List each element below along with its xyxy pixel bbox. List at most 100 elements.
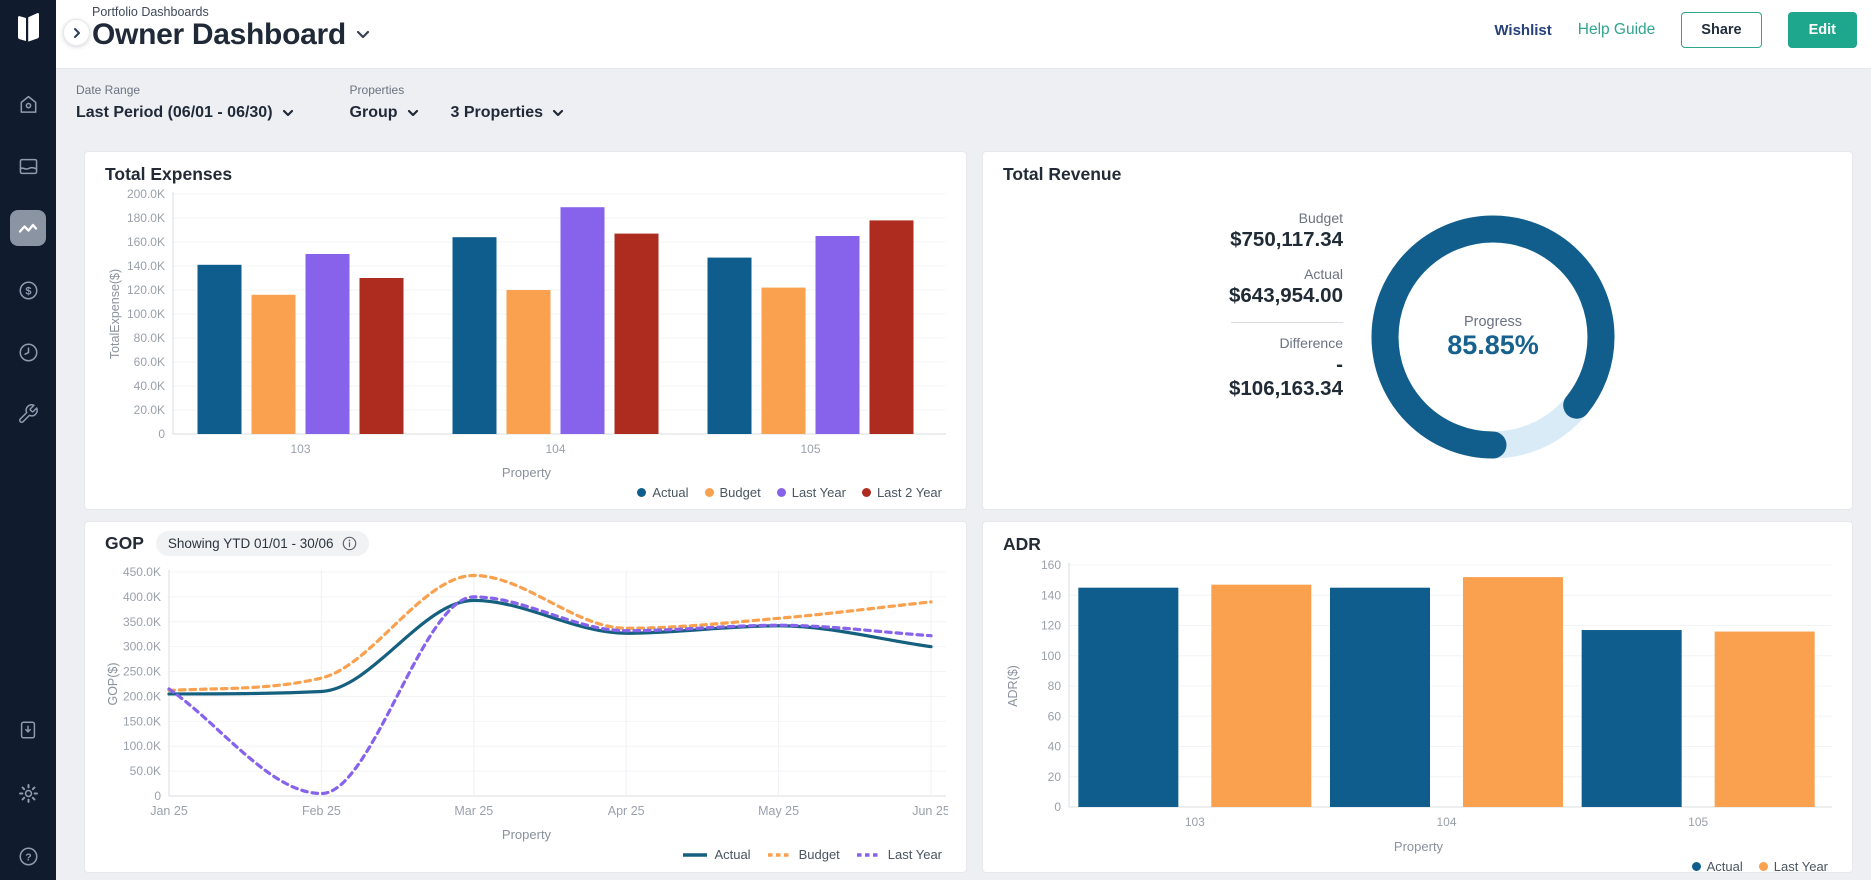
properties-label: Properties xyxy=(349,83,405,97)
bar xyxy=(452,237,497,434)
help-guide-link[interactable]: Help Guide xyxy=(1577,21,1656,38)
sidebar-item-dashboard[interactable] xyxy=(10,148,46,184)
bar xyxy=(869,220,914,434)
y-tick-label: 180.0K xyxy=(127,211,165,225)
y-tick-label: 60 xyxy=(1048,709,1062,723)
date-range-dropdown[interactable]: Last Period (06/01 - 06/30) xyxy=(76,104,294,122)
x-tick-label: 105 xyxy=(1688,815,1708,829)
x-tick-label: Feb 25 xyxy=(302,804,341,818)
legend-item[interactable]: Actual xyxy=(682,847,751,862)
gop-date-badge: Showing YTD 01/01 - 30/06 xyxy=(155,531,369,556)
budget-value: $750,117.34 xyxy=(1230,228,1343,251)
total-expenses-panel: Total Expenses 0 20.0K 40.0K 60.0K 80.0K 100.… xyxy=(84,151,967,510)
sidebar-item-import[interactable] xyxy=(10,712,46,748)
group-dropdown[interactable]: Group xyxy=(350,104,419,122)
sidebar-item-finance[interactable]: $ xyxy=(10,272,46,308)
question-circle-icon: ? xyxy=(17,845,40,868)
trend-line-icon xyxy=(16,216,40,240)
total-revenue-panel: Total Revenue Budget $750,117.34 Actual … xyxy=(982,151,1853,510)
y-tick-label: 250.0K xyxy=(123,665,161,679)
legend-item[interactable]: Last Year xyxy=(856,847,942,862)
legend-line-marker xyxy=(767,852,792,857)
y-tick-label: 0 xyxy=(1054,800,1061,814)
sidebar: $ xyxy=(0,0,56,880)
app-logo-icon[interactable] xyxy=(11,10,45,51)
legend-item[interactable]: Actual xyxy=(1691,859,1743,874)
y-tick-label: 120 xyxy=(1041,619,1061,633)
y-tick-label: 40 xyxy=(1048,740,1062,754)
sidebar-item-analytics[interactable] xyxy=(10,210,46,246)
total-expenses-title: Total Expenses xyxy=(105,164,233,184)
legend-line-marker xyxy=(683,852,708,857)
y-tick-label: 450.0K xyxy=(123,565,161,579)
bar xyxy=(560,207,605,434)
title-dropdown-chevron-icon[interactable] xyxy=(356,26,370,44)
gop-badge-text: Showing YTD 01/01 - 30/06 xyxy=(167,536,334,551)
y-tick-label: 40.0K xyxy=(134,379,165,393)
legend-label: Actual xyxy=(714,847,751,862)
y-tick-label: 140.0K xyxy=(127,259,165,273)
legend-dot-marker xyxy=(1691,862,1701,871)
info-icon[interactable] xyxy=(342,536,357,551)
sidebar-item-home[interactable] xyxy=(10,86,46,122)
page-header: Portfolio Dashboards Owner Dashboard Wis… xyxy=(56,0,1871,69)
legend-item[interactable]: Budget xyxy=(704,485,761,500)
legend-label: Last Year xyxy=(791,485,846,500)
line-series xyxy=(167,595,933,796)
y-tick-label: 120.0K xyxy=(127,283,165,297)
adr-chart: 0 20 40 60 80 100 120 140 160 ADR($) 103 104 105 xyxy=(1006,558,1832,829)
legend-label: Actual xyxy=(1706,859,1743,874)
legend-item[interactable]: Last 2 Year xyxy=(861,485,942,500)
legend-item[interactable]: Actual xyxy=(637,485,689,500)
gop-xaxis-label: Property xyxy=(501,827,552,842)
legend-label: Budget xyxy=(798,847,840,862)
x-tick-label: Mar 25 xyxy=(454,804,493,818)
y-tick-label: 200.0K xyxy=(127,188,165,201)
gear-icon xyxy=(17,782,40,805)
properties-count-dropdown[interactable]: 3 Properties xyxy=(451,104,564,122)
wrench-icon xyxy=(17,403,39,425)
y-axis-label: ADR($) xyxy=(1006,665,1020,707)
sidebar-item-settings[interactable] xyxy=(10,775,46,811)
bar xyxy=(1211,584,1312,807)
y-tick-label: 200.0K xyxy=(123,689,161,703)
gop-chart: 0 50.0K 100.0K 150.0K 200.0K 250.0K 300.0K 350.… xyxy=(106,565,950,818)
donut-progress-arc xyxy=(1371,215,1615,459)
sidebar-item-history[interactable] xyxy=(10,334,46,370)
wishlist-link[interactable]: Wishlist xyxy=(1494,21,1552,39)
main-content: Date Range Last Period (06/01 - 06/30) P… xyxy=(56,69,1871,880)
legend-label: Actual xyxy=(652,485,689,500)
edit-button[interactable]: Edit xyxy=(1787,12,1857,48)
bar xyxy=(1078,587,1179,807)
x-tick-label: 105 xyxy=(800,442,820,456)
adr-legend[interactable]: Actual Last Year xyxy=(1003,855,1834,874)
legend-dot-marker xyxy=(637,488,647,497)
legend-item[interactable]: Last Year xyxy=(1758,859,1828,874)
legend-item[interactable]: Last Year xyxy=(776,485,846,500)
share-button[interactable]: Share xyxy=(1681,12,1762,48)
gop-title: GOP xyxy=(105,533,144,553)
y-tick-label: 100 xyxy=(1041,649,1061,663)
difference-minus: - xyxy=(1336,353,1343,376)
y-tick-label: 160.0K xyxy=(127,235,165,249)
y-axis-label: TotalExpense($) xyxy=(108,269,122,359)
dollar-circle-icon: $ xyxy=(17,279,40,302)
gop-panel: GOP Showing YTD 01/01 - 30/06 0 50.0K 100.… xyxy=(84,521,967,873)
y-tick-label: 0 xyxy=(158,427,165,441)
y-tick-label: 80 xyxy=(1048,679,1062,693)
sidebar-item-help[interactable]: ? xyxy=(10,838,46,874)
legend-dot-marker xyxy=(1758,862,1768,871)
bar xyxy=(251,294,296,434)
svg-text:$: $ xyxy=(25,285,31,297)
clock-icon xyxy=(17,341,40,364)
svg-text:?: ? xyxy=(25,851,31,863)
bar xyxy=(815,236,860,434)
sidebar-collapse-button[interactable] xyxy=(63,19,90,46)
bar xyxy=(359,278,404,434)
sidebar-item-tools[interactable] xyxy=(10,396,46,432)
bar xyxy=(305,254,350,434)
date-range-value: Last Period (06/01 - 06/30) xyxy=(76,104,273,121)
gop-legend[interactable]: Actual Budget Last Year xyxy=(105,843,948,862)
legend-item[interactable]: Budget xyxy=(767,847,840,862)
total-expenses-legend[interactable]: Actual Budget Last Year Last 2 Year xyxy=(105,481,948,500)
